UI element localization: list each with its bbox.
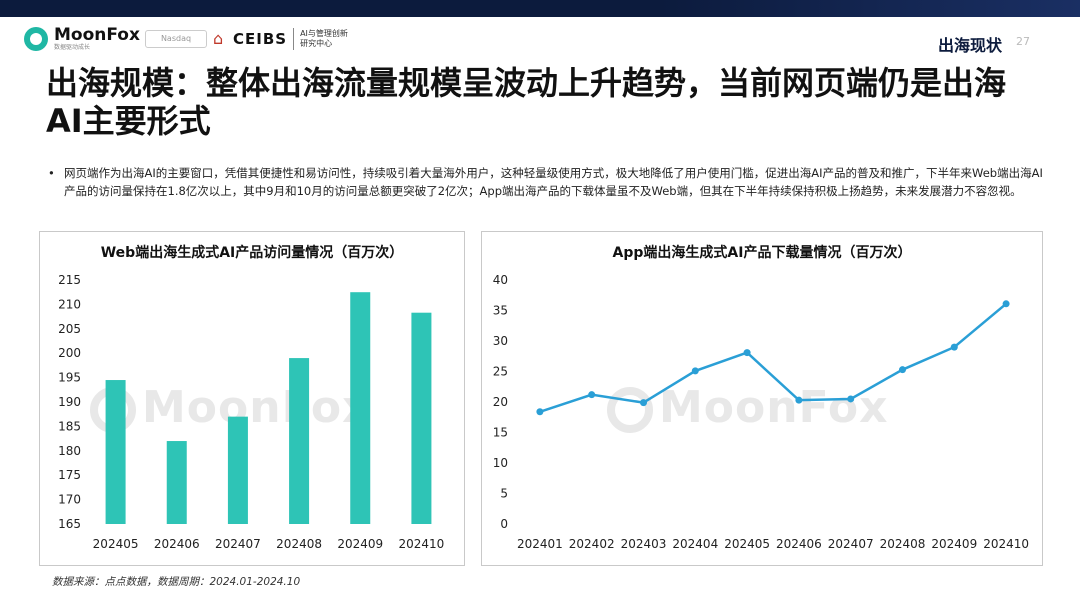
bar [105, 380, 126, 524]
ceibs-center-line2: 研究中心 [300, 39, 333, 48]
x-tick-label: 202409 [931, 537, 977, 551]
x-tick-label: 202407 [828, 537, 874, 551]
data-point [588, 391, 596, 399]
ceibs-emblem-icon: ⌂ [213, 29, 224, 48]
y-tick-label: 205 [58, 322, 81, 336]
data-source-note: 数据来源：点点数据，数据周期：2024.01-2024.10 [52, 576, 301, 588]
data-point [536, 408, 544, 416]
y-tick-label: 215 [58, 273, 81, 287]
y-tick-label: 185 [58, 419, 81, 433]
y-tick-label: 200 [58, 346, 81, 360]
y-tick-label: 5 [500, 487, 508, 501]
data-point [847, 395, 855, 403]
x-tick-label: 202401 [517, 537, 563, 551]
moonfox-logo-icon [24, 26, 48, 51]
summary-bullet: • 网页端作为出海AI的主要窗口，凭借其便捷性和易访问性，持续吸引着大量海外用户… [46, 164, 1054, 200]
data-point [691, 367, 699, 375]
y-tick-label: 175 [58, 468, 81, 482]
y-tick-label: 40 [493, 273, 508, 287]
x-tick-label: 202408 [276, 537, 322, 551]
watermark-text: MoonFox [659, 382, 889, 433]
app-line-chart: 0 5 10 15 20 25 30 35 40 202401 202402 202403 202404… [493, 273, 1029, 551]
y-tick-label: 165 [58, 517, 81, 531]
x-tick-label: 202402 [569, 537, 615, 551]
bar [350, 292, 371, 524]
data-point [899, 366, 906, 374]
watermark: MoonFox [607, 382, 888, 433]
watermark-logo-icon [607, 387, 653, 433]
data-point [640, 399, 647, 407]
app-downloads-chart-panel: App端出海生成式AI产品下载量情况（百万次） MoonFox 0 5 10 15 20… [481, 231, 1043, 566]
y-tick-label: 190 [58, 395, 81, 409]
y-tick-label: 180 [58, 444, 81, 458]
y-tick-label: 10 [493, 456, 508, 470]
top-bar [0, 0, 1080, 17]
y-tick-label: 35 [493, 304, 508, 318]
x-tick-label: 202410 [983, 537, 1029, 551]
page-number: 27 [1016, 35, 1030, 48]
data-point [1002, 300, 1010, 308]
y-tick-label: 30 [493, 334, 508, 348]
data-point [743, 349, 751, 357]
section-label: 出海现状 [937, 36, 1002, 55]
y-tick-label: 15 [493, 426, 508, 440]
web-bar-chart: 165 170 175 180 185 190 195 200 205 210 215 202405 2… [58, 273, 445, 551]
y-tick-label: 25 [493, 365, 508, 379]
x-tick-label: 202403 [621, 537, 667, 551]
series-line [539, 302, 1007, 413]
bar [289, 358, 310, 524]
ceibs-name: CEIBS [233, 30, 288, 48]
x-tick-label: 202405 [93, 537, 139, 551]
ceibs-logo: ⌂ CEIBS AI与管理创新 研究中心 [213, 28, 348, 50]
x-tick-label: 202406 [154, 537, 200, 551]
moonfox-logo: MoonFox 数据驱动成长 [24, 26, 140, 51]
y-tick-label: 0 [500, 517, 508, 531]
bar [227, 416, 248, 524]
y-tick-label: 210 [58, 297, 81, 311]
bar [411, 312, 432, 524]
watermark-text: MoonFox [142, 382, 372, 433]
x-tick-label: 202408 [880, 537, 926, 551]
data-point [795, 396, 803, 404]
brand-sub: 数据驱动成长 [54, 44, 91, 51]
y-tick-label: 20 [493, 395, 508, 409]
bar [166, 441, 187, 524]
ceibs-center: AI与管理创新 研究中心 [300, 29, 348, 49]
y-tick-label: 170 [58, 493, 81, 507]
x-tick-label: 202410 [399, 537, 445, 551]
x-tick-label: 202407 [215, 537, 261, 551]
web-visits-chart-panel: Web端出海生成式AI产品访问量情况（百万次） MoonFox 165 170 17… [39, 231, 465, 566]
x-tick-label: 202406 [776, 537, 822, 551]
web-chart-title: Web端出海生成式AI产品访问量情况（百万次） [100, 245, 404, 261]
ceibs-center-line1: AI与管理创新 [300, 29, 348, 38]
x-tick-label: 202404 [672, 537, 718, 551]
x-tick-label: 202409 [337, 537, 383, 551]
y-tick-label: 195 [58, 371, 81, 385]
top-bar-stripe [660, 0, 1080, 17]
page-title: 出海规模：整体出海流量规模呈波动上升趋势，当前网页端仍是出海AI主要形式 [46, 64, 1007, 140]
bullet-dot: • [48, 166, 55, 180]
app-chart-title: App端出海生成式AI产品下载量情况（百万次） [612, 245, 912, 261]
data-point [950, 343, 958, 351]
partner-logo: Nasdaq [145, 30, 207, 48]
x-tick-label: 202405 [724, 537, 770, 551]
summary-text: 网页端作为出海AI的主要窗口，凭借其便捷性和易访问性，持续吸引着大量海外用户，这… [64, 166, 1043, 198]
ceibs-divider [293, 28, 295, 50]
brand-name: MoonFox [54, 25, 140, 45]
